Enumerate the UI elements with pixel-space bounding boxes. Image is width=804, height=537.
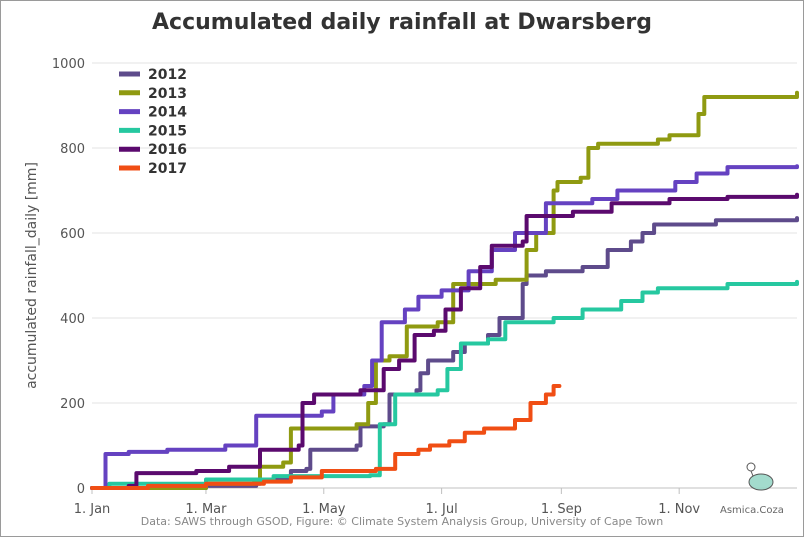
legend-item-2016[interactable]: 2016 [119,142,187,158]
series-line-2013 [90,90,799,490]
legend-label-2013: 2013 [148,86,187,102]
series-line-2015 [90,279,799,490]
legend-item-2012[interactable]: 2012 [119,67,187,83]
y-tick-label-1000: 1000 [52,57,85,72]
legend-label-2016: 2016 [148,142,187,158]
x-tick-label-4: 1. Sep [541,502,582,517]
x-tick-label-3: 1. Jul [425,502,457,517]
x-tick-label-5: 1. Nov [658,502,700,517]
y-tick-label-200: 200 [60,397,85,412]
series-line-2014 [90,164,799,490]
data-credit: Data: SAWS through GSOD, Figure: © Clima… [140,515,664,528]
legend-label-2012: 2012 [148,67,187,83]
x-tick-label-1: 1. Mar [185,502,227,517]
legend-item-2014[interactable]: 2014 [119,105,187,121]
y-tick-label-0: 0 [77,482,85,497]
x-tick-label-2: 1. May [302,502,346,517]
y-tick-label-600: 600 [60,227,85,242]
legend-item-2013[interactable]: 2013 [119,86,187,102]
legend-label-2014: 2014 [148,105,187,121]
series-line-2017 [90,384,562,490]
legend-item-2015[interactable]: 2015 [119,123,187,139]
legend-label-2017: 2017 [148,161,187,177]
y-tick-label-800: 800 [60,142,85,157]
series-line-2016 [90,192,799,490]
bird-head-icon [746,462,756,472]
bird-logo-icon [748,473,774,491]
chart-title: Accumulated daily rainfall at Dwarsberg [152,10,652,35]
series-line-2012 [90,216,799,490]
legend-item-2017[interactable]: 2017 [119,161,187,177]
bird-neck-icon [750,470,754,477]
legend-label-2015: 2015 [148,123,187,139]
watermark-text: Asmica.Coza [720,505,784,516]
watermark: Asmica.Coza [720,462,784,516]
y-tick-label-400: 400 [60,312,85,327]
y-axis-title: accumulated rainfall_daily [mm] [24,162,40,389]
x-tick-label-0: 1. Jan [74,502,111,517]
